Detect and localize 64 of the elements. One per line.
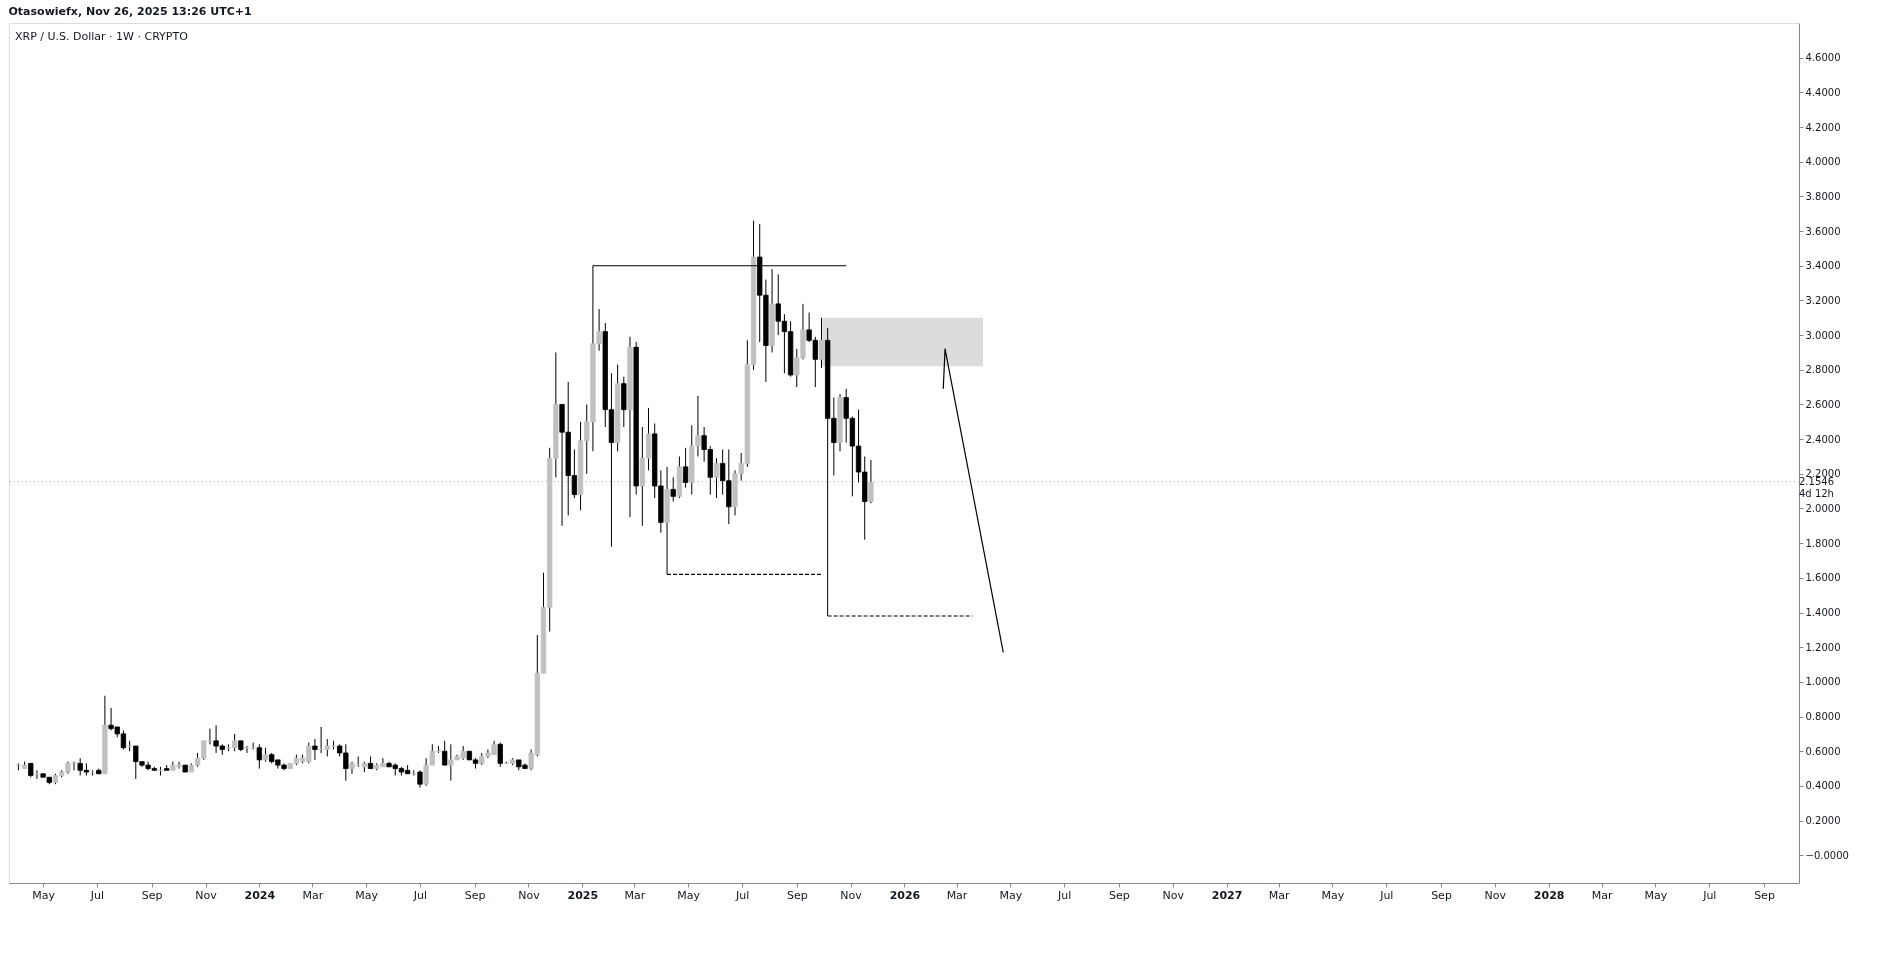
x-tick-label: Jul [1702,888,1717,902]
x-tick-label: May [355,888,379,902]
candlestick [682,447,689,489]
x-tick-label: Sep [1109,888,1130,902]
x-tick-label: 2028 [1533,888,1565,902]
y-tick-label: 4.4000 [1805,86,1841,98]
x-tick-label: Sep [786,888,808,902]
y-tick-label: 3.6000 [1805,225,1841,237]
candlestick [256,743,262,770]
y-tick-label: 4.6000 [1805,52,1841,64]
x-tick-label: Mar [302,888,324,902]
x-tick-label: Jul [1379,888,1394,902]
y-tick-label: 3.4000 [1805,260,1841,272]
x-tick-label: 2024 [244,888,276,902]
y-tick-label: 1.0000 [1805,676,1841,688]
y-tick-label: 2.4000 [1805,433,1841,445]
x-tick-label: 2025 [567,888,599,902]
x-tick-label: Mar [1268,888,1290,902]
x-tick-label: Nov [195,888,218,902]
x-tick-label: Jul [89,888,105,902]
y-tick-label: 0.6000 [1805,745,1841,757]
y-tick-label: 2.6000 [1805,398,1841,410]
y-tick-label: 2.0000 [1805,502,1841,514]
y-tick-label: 3.0000 [1805,329,1841,341]
text: XRP / U.S. Dollar · 1W · CRYPTO [15,30,189,43]
candlestick [442,740,448,766]
y-tick-label: −0.0000 [1805,849,1849,861]
x-tick-label: Mar [946,888,968,902]
x-tick-label: May [999,888,1023,902]
text: Otasowiefx, Nov 26, 2025 13:26 UTC+1 [8,5,252,18]
x-tick-label: Sep [1431,888,1452,902]
y-tick-label: 3.2000 [1805,294,1841,306]
y-tick-label: 0.8000 [1805,711,1841,723]
y-tick-label: 3.8000 [1805,190,1841,202]
y-tick-label: 4.2000 [1805,121,1841,133]
x-tick-label: Nov [1162,888,1185,902]
x-tick-label: Nov [1484,888,1507,902]
y-tick-label: 2.8000 [1805,364,1841,376]
y-tick-label: 4.0000 [1805,156,1841,168]
x-tick-label: Jul [412,888,428,902]
candlestick [497,742,503,768]
y-tick-label: 1.4000 [1805,607,1841,619]
y-tick-label: 1.2000 [1805,641,1841,653]
y-tick-label: 0.2000 [1805,815,1841,827]
x-tick-label: Sep [464,888,486,902]
x-tick-label: Sep [1754,888,1775,902]
x-tick-label: Jul [734,888,750,902]
x-tick-label: Nov [518,888,541,902]
x-tick-label: Jul [1057,888,1072,902]
x-tick-label: May [1644,888,1668,902]
candlestick [670,476,676,503]
y-tick-label: 0.4000 [1805,780,1841,792]
x-tick-label: Nov [840,888,863,902]
x-tick-label: 2026 [889,888,921,902]
x-tick-label: May [32,888,56,902]
x-tick-label: Mar [1591,888,1613,902]
candlestick [312,738,318,761]
x-tick-label: 2027 [1211,888,1243,902]
x-tick-label: Mar [624,888,646,902]
x-tick-label: May [677,888,701,902]
y-tick-label: 1.8000 [1805,537,1841,549]
y-tick-label: 1.6000 [1805,572,1841,584]
x-tick-label: Sep [141,888,163,902]
x-tick-label: May [1321,888,1345,902]
